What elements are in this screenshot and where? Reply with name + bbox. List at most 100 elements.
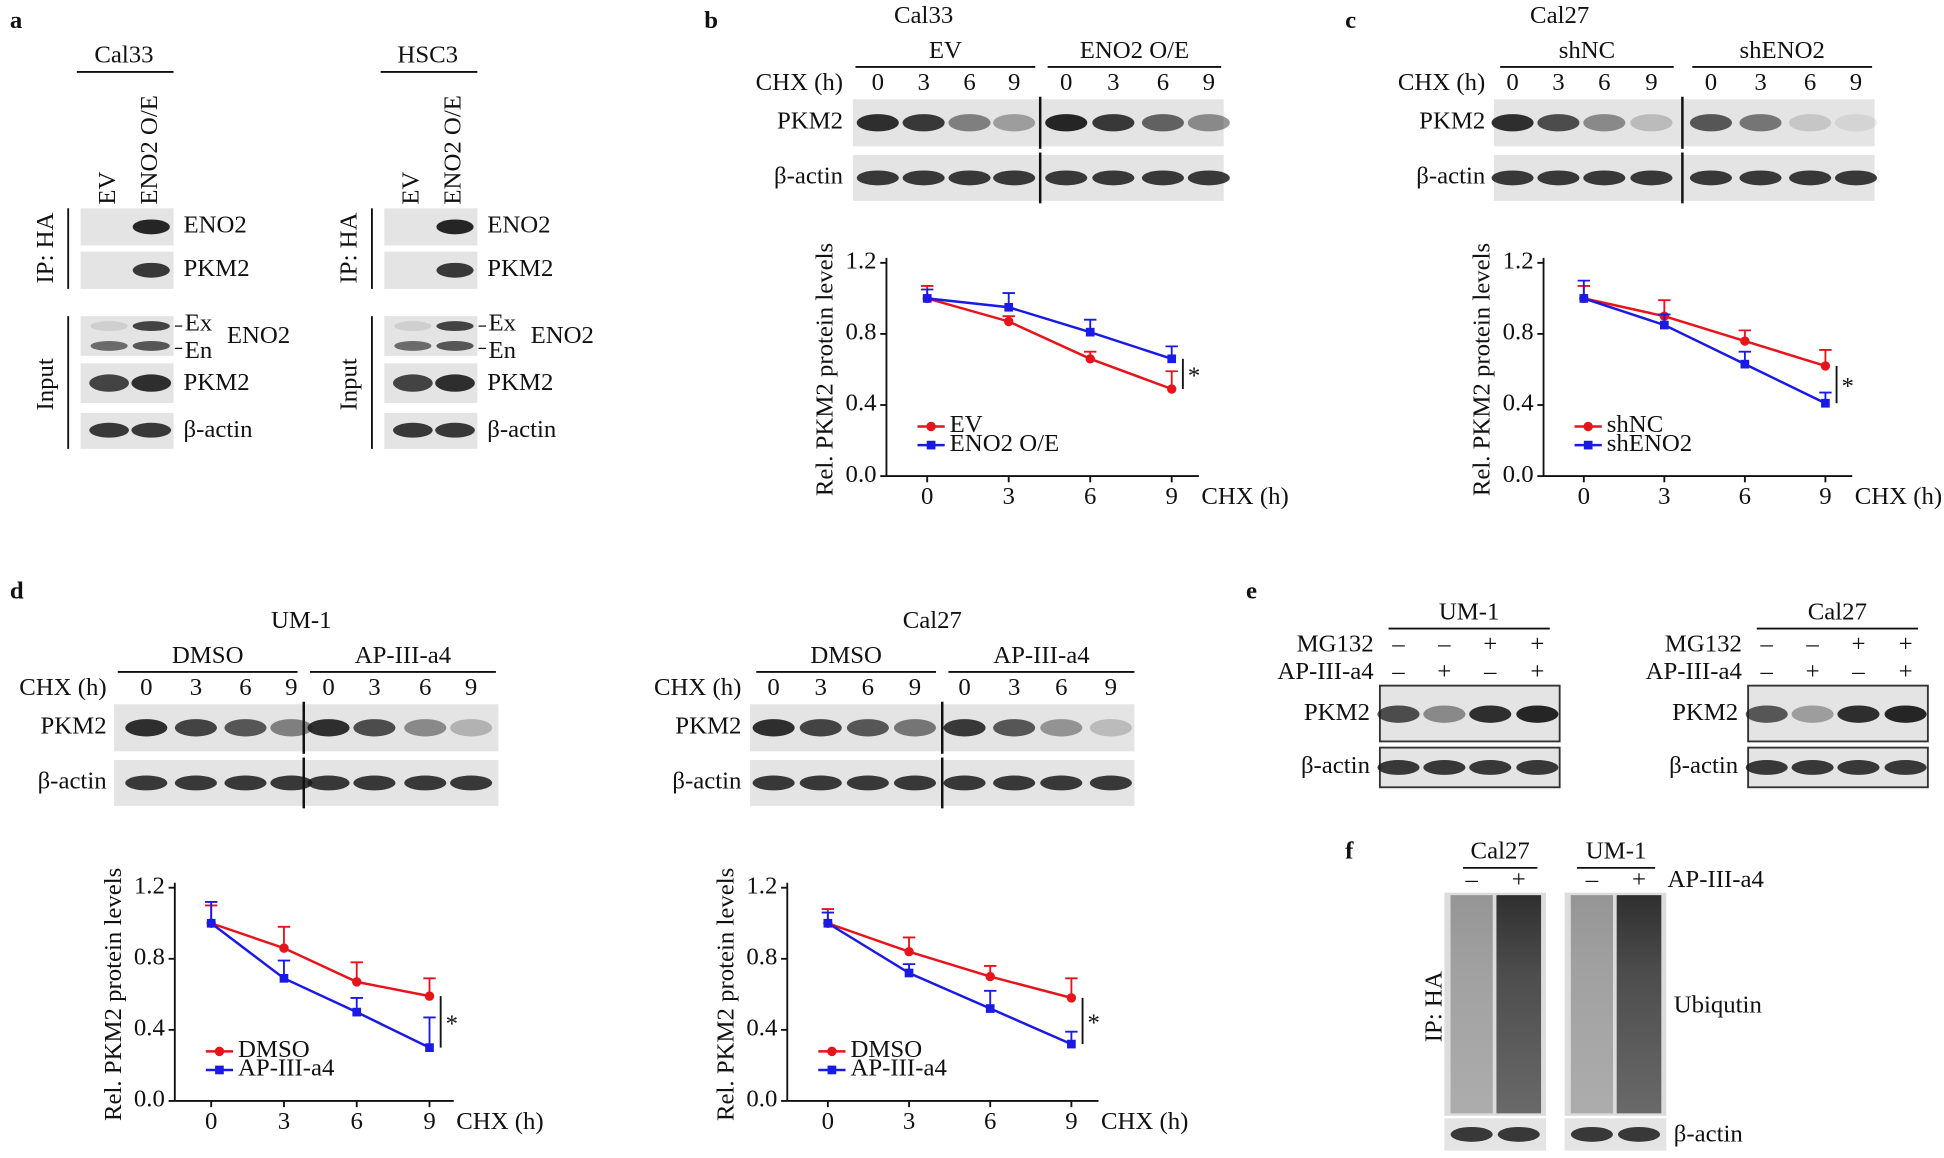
band bbox=[1187, 114, 1230, 132]
series-line bbox=[827, 922, 1072, 1046]
time-point: 3 bbox=[1754, 69, 1766, 96]
point bbox=[1740, 359, 1750, 369]
band bbox=[752, 719, 795, 737]
group-label: AP-III-a4 bbox=[993, 642, 1089, 669]
x-axis-label: CHX (h) bbox=[1855, 483, 1942, 510]
time-point: 9 bbox=[465, 674, 477, 701]
sign: – bbox=[1391, 658, 1405, 685]
point bbox=[279, 943, 289, 953]
time-label: CHX (h) bbox=[19, 674, 106, 701]
band bbox=[435, 374, 475, 392]
group-label: IP: HA bbox=[1420, 971, 1447, 1042]
legend-marker bbox=[926, 440, 936, 450]
sign: + bbox=[1530, 658, 1544, 685]
significance-mark: * bbox=[446, 1010, 458, 1037]
lane-label: ENO2 O/E bbox=[136, 95, 163, 204]
marker-label: En bbox=[488, 337, 516, 364]
band bbox=[1092, 114, 1135, 132]
time-point: 6 bbox=[419, 674, 431, 701]
time-point: 0 bbox=[958, 674, 970, 701]
band bbox=[902, 170, 945, 186]
legend-label: shENO2 bbox=[1607, 430, 1692, 457]
row-label: β-actin bbox=[1669, 752, 1739, 779]
time-point: 3 bbox=[815, 674, 827, 701]
time-point: 9 bbox=[285, 674, 297, 701]
time-point: 3 bbox=[1552, 69, 1564, 96]
time-point: 0 bbox=[1506, 69, 1518, 96]
lane-label: EV bbox=[94, 171, 121, 204]
panel-label: f bbox=[1345, 838, 1354, 865]
band bbox=[1516, 705, 1559, 723]
band bbox=[436, 262, 474, 278]
band bbox=[1045, 170, 1088, 186]
band bbox=[1630, 114, 1673, 132]
point bbox=[1820, 361, 1831, 371]
row-label: PKM2 bbox=[1672, 699, 1738, 726]
point bbox=[1660, 320, 1669, 330]
band bbox=[90, 340, 128, 351]
band bbox=[404, 775, 447, 791]
point bbox=[1004, 302, 1014, 312]
legend-label: AP-III-a4 bbox=[851, 1055, 947, 1082]
row-label: β-actin bbox=[487, 416, 557, 443]
band bbox=[89, 422, 129, 438]
y-tick-label: 0.4 bbox=[746, 1015, 777, 1042]
panel-label: a bbox=[10, 7, 23, 34]
band bbox=[902, 114, 945, 132]
time-point: 6 bbox=[1598, 69, 1610, 96]
band bbox=[1583, 114, 1626, 132]
band bbox=[1491, 170, 1534, 186]
row-label: β-actin bbox=[1674, 1120, 1744, 1147]
row-label: PKM2 bbox=[487, 369, 553, 396]
band bbox=[1377, 760, 1420, 775]
legend-label: ENO2 O/E bbox=[950, 430, 1059, 457]
band bbox=[450, 719, 493, 737]
band bbox=[856, 114, 899, 132]
series-line bbox=[1583, 297, 1826, 405]
x-tick-label: 9 bbox=[1166, 483, 1178, 510]
y-tick-label: 0.8 bbox=[1503, 319, 1534, 346]
band bbox=[1745, 760, 1788, 775]
time-point: 0 bbox=[322, 674, 334, 701]
series-line bbox=[210, 922, 431, 1049]
point bbox=[1579, 294, 1589, 303]
treatment-label: MG132 bbox=[1297, 631, 1374, 658]
time-point: 6 bbox=[1157, 69, 1169, 96]
group-label: Input bbox=[336, 358, 363, 410]
row-label: ENO2 bbox=[227, 322, 290, 349]
band bbox=[132, 262, 170, 278]
legend-marker bbox=[827, 1046, 837, 1057]
point bbox=[985, 971, 995, 982]
sign: + bbox=[1632, 866, 1646, 893]
point bbox=[279, 973, 289, 983]
band bbox=[993, 775, 1036, 791]
lane-label: EV bbox=[398, 171, 425, 204]
row-label: PKM2 bbox=[675, 712, 741, 739]
x-tick-label: 6 bbox=[1084, 483, 1096, 510]
band bbox=[1423, 760, 1466, 775]
band bbox=[1497, 1126, 1540, 1142]
point bbox=[904, 968, 914, 978]
series-line bbox=[1583, 297, 1826, 368]
row-label: PKM2 bbox=[183, 255, 249, 282]
band bbox=[1789, 170, 1832, 186]
row-label: PKM2 bbox=[487, 255, 553, 282]
panel-label: c bbox=[1345, 7, 1356, 34]
significance-mark: * bbox=[1842, 373, 1854, 400]
sign: – bbox=[1464, 866, 1478, 893]
y-tick-label: 0.0 bbox=[846, 461, 877, 488]
band bbox=[1537, 114, 1580, 132]
treatment-label: MG132 bbox=[1665, 631, 1742, 658]
sign: – bbox=[1391, 631, 1405, 658]
point bbox=[904, 946, 914, 957]
sign: – bbox=[1437, 631, 1451, 658]
point bbox=[1066, 993, 1077, 1003]
cell-line: Cal33 bbox=[894, 2, 953, 29]
band bbox=[1516, 760, 1559, 775]
sign: + bbox=[1530, 631, 1544, 658]
group-label: shENO2 bbox=[1740, 37, 1825, 64]
legend-marker bbox=[926, 421, 936, 432]
band bbox=[1469, 705, 1512, 723]
row-label: PKM2 bbox=[183, 369, 249, 396]
legend-marker bbox=[215, 1065, 224, 1075]
